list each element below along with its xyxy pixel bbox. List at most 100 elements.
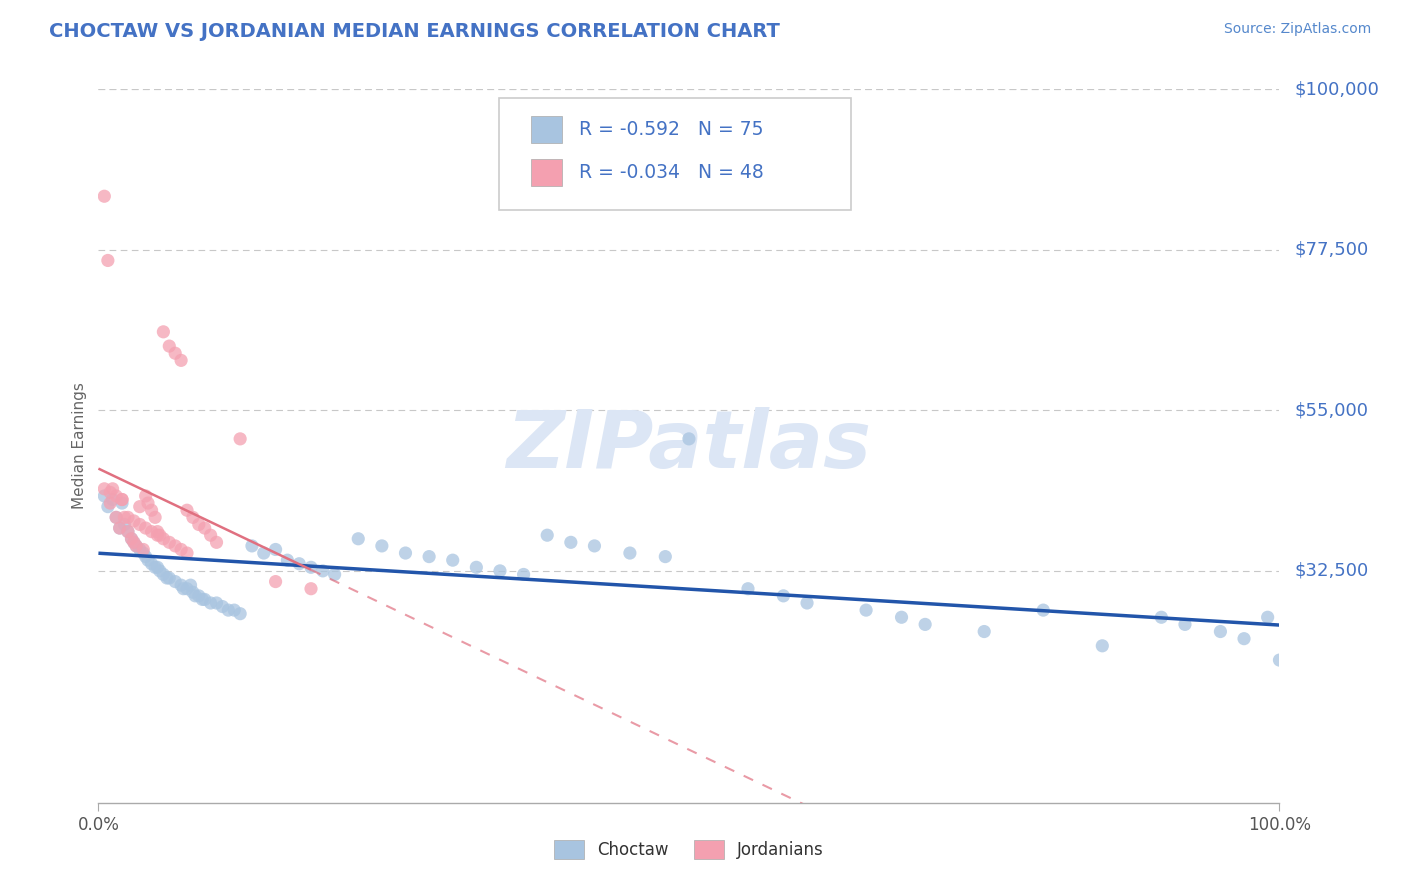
Point bbox=[141, 503, 163, 517]
Point bbox=[156, 571, 179, 585]
Point bbox=[98, 485, 121, 500]
Point bbox=[112, 517, 135, 532]
Point bbox=[187, 589, 209, 603]
Point bbox=[170, 353, 193, 368]
Point bbox=[187, 517, 209, 532]
Point bbox=[176, 503, 198, 517]
Point bbox=[371, 539, 394, 553]
Point bbox=[890, 610, 912, 624]
Point bbox=[157, 571, 180, 585]
Point bbox=[194, 521, 217, 535]
Point bbox=[1150, 610, 1173, 624]
Legend: Choctaw, Jordanians: Choctaw, Jordanians bbox=[547, 833, 831, 866]
Point bbox=[165, 346, 187, 360]
Point bbox=[299, 560, 322, 574]
Point bbox=[135, 521, 157, 535]
Point bbox=[191, 592, 214, 607]
Point bbox=[180, 578, 202, 592]
Point bbox=[1257, 610, 1279, 624]
Point bbox=[112, 510, 135, 524]
Point bbox=[170, 542, 193, 557]
Point bbox=[128, 500, 150, 514]
Point bbox=[288, 557, 311, 571]
Text: ZIPatlas: ZIPatlas bbox=[506, 407, 872, 485]
Text: R = -0.592   N = 75: R = -0.592 N = 75 bbox=[579, 120, 763, 139]
Point bbox=[264, 574, 287, 589]
Point bbox=[205, 535, 228, 549]
Point bbox=[229, 607, 252, 621]
Point bbox=[536, 528, 558, 542]
Point bbox=[264, 542, 287, 557]
Point bbox=[654, 549, 676, 564]
Point bbox=[312, 564, 335, 578]
Point bbox=[105, 489, 128, 503]
Point bbox=[181, 585, 204, 599]
Point bbox=[619, 546, 641, 560]
Point bbox=[176, 546, 198, 560]
Point bbox=[122, 535, 145, 549]
Point bbox=[105, 510, 128, 524]
Point bbox=[276, 553, 298, 567]
Point bbox=[184, 589, 207, 603]
Point bbox=[136, 496, 159, 510]
Point bbox=[117, 524, 139, 539]
Point bbox=[200, 596, 222, 610]
Point bbox=[157, 535, 180, 549]
Point bbox=[135, 549, 157, 564]
Point bbox=[347, 532, 370, 546]
Point bbox=[121, 532, 143, 546]
Point bbox=[93, 482, 115, 496]
Point bbox=[418, 549, 440, 564]
Point bbox=[135, 489, 157, 503]
Text: $77,500: $77,500 bbox=[1295, 241, 1369, 259]
Point bbox=[200, 528, 222, 542]
Text: $100,000: $100,000 bbox=[1295, 80, 1379, 98]
Point bbox=[143, 510, 166, 524]
Point bbox=[122, 535, 145, 549]
Point bbox=[146, 528, 169, 542]
Point bbox=[146, 524, 169, 539]
Point bbox=[1268, 653, 1291, 667]
Point bbox=[172, 582, 194, 596]
Point bbox=[489, 564, 512, 578]
Point bbox=[108, 521, 131, 535]
Point bbox=[146, 560, 169, 574]
Point bbox=[97, 500, 120, 514]
Point bbox=[772, 589, 794, 603]
Point bbox=[111, 496, 134, 510]
Point bbox=[117, 510, 139, 524]
Point bbox=[152, 325, 174, 339]
Point bbox=[93, 489, 115, 503]
Point bbox=[1174, 617, 1197, 632]
Point bbox=[132, 542, 155, 557]
Point bbox=[176, 582, 198, 596]
Point bbox=[170, 578, 193, 592]
Point bbox=[117, 524, 139, 539]
Point bbox=[141, 524, 163, 539]
Point bbox=[149, 564, 172, 578]
Point bbox=[101, 492, 124, 507]
Point bbox=[128, 517, 150, 532]
Point bbox=[136, 553, 159, 567]
Point bbox=[181, 510, 204, 524]
Point bbox=[132, 546, 155, 560]
Y-axis label: Median Earnings: Median Earnings bbox=[72, 383, 87, 509]
Text: $55,000: $55,000 bbox=[1295, 401, 1369, 419]
Point bbox=[205, 596, 228, 610]
Point bbox=[125, 539, 148, 553]
Point bbox=[152, 567, 174, 582]
Point bbox=[111, 492, 134, 507]
Point bbox=[165, 539, 187, 553]
Point bbox=[253, 546, 276, 560]
Point bbox=[855, 603, 877, 617]
Point bbox=[240, 539, 263, 553]
Point bbox=[678, 432, 700, 446]
Point bbox=[125, 539, 148, 553]
Point bbox=[121, 532, 143, 546]
Point bbox=[143, 560, 166, 574]
Point bbox=[149, 528, 172, 542]
Text: CHOCTAW VS JORDANIAN MEDIAN EARNINGS CORRELATION CHART: CHOCTAW VS JORDANIAN MEDIAN EARNINGS COR… bbox=[49, 22, 780, 41]
Point bbox=[157, 339, 180, 353]
Point bbox=[122, 514, 145, 528]
Point bbox=[583, 539, 606, 553]
